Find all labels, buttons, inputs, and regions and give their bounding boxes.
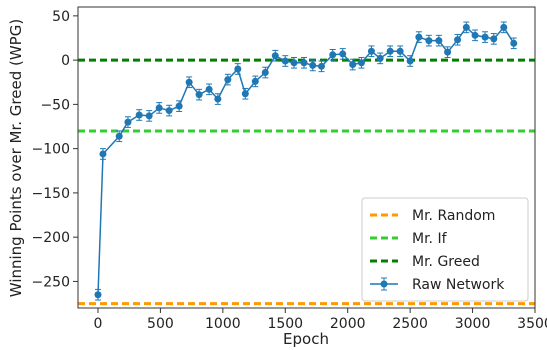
- series-layer: [94, 21, 518, 301]
- x-tick-label: 0: [94, 316, 103, 332]
- legend-label: Mr. Greed: [412, 254, 480, 270]
- data-point: [261, 69, 269, 77]
- y-tick-label: −150: [32, 186, 70, 202]
- data-point: [155, 104, 163, 112]
- x-tick-label: 1000: [205, 316, 241, 332]
- reference-lines: [78, 58, 535, 306]
- legend: Mr. Random Mr. If Mr. Greed Raw Network: [361, 197, 529, 302]
- x-tick-label: 3500: [517, 316, 547, 332]
- x-tick-label: 2000: [330, 316, 366, 332]
- data-point: [396, 47, 404, 55]
- data-point: [94, 291, 102, 299]
- data-point: [135, 111, 143, 119]
- plot-frame: [77, 6, 536, 309]
- y-tick-label: −200: [32, 230, 70, 246]
- legend-label: Mr. Random: [412, 208, 495, 224]
- y-tick-label: −250: [32, 274, 70, 290]
- data-point: [349, 61, 357, 69]
- data-point: [367, 47, 375, 55]
- data-point: [500, 23, 508, 31]
- data-point: [490, 35, 498, 43]
- data-point: [510, 39, 518, 47]
- data-point: [376, 54, 384, 62]
- legend-box: [361, 197, 529, 302]
- data-point: [357, 59, 365, 67]
- data-point: [471, 31, 479, 39]
- data-point: [339, 50, 347, 58]
- data-point: [406, 57, 414, 65]
- data-point: [241, 90, 249, 98]
- data-point: [195, 91, 203, 99]
- data-point: [435, 37, 443, 45]
- data-point: [281, 57, 289, 65]
- x-axis-label: Epoch: [283, 330, 329, 348]
- data-point: [251, 77, 259, 85]
- y-axis: −250 −200 −150 −100 −50 0 50: [32, 9, 78, 290]
- data-point: [415, 33, 423, 41]
- data-point: [115, 132, 123, 140]
- data-point: [175, 102, 183, 110]
- data-point: [185, 78, 193, 86]
- data-point: [317, 62, 325, 70]
- y-tick-label: 0: [61, 53, 70, 69]
- data-point: [99, 150, 107, 158]
- x-tick-label: 1500: [267, 316, 303, 332]
- data-point: [205, 85, 213, 93]
- data-point: [271, 52, 279, 60]
- data-point: [444, 48, 452, 56]
- x-tick-label: 2500: [392, 316, 428, 332]
- data-point: [145, 112, 153, 120]
- data-point: [309, 61, 317, 69]
- y-tick-label: −50: [40, 97, 70, 113]
- data-point: [124, 118, 132, 126]
- legend-label: Raw Network: [412, 277, 505, 293]
- x-tick-label: 500: [147, 316, 174, 332]
- y-tick-label: −100: [32, 142, 70, 158]
- data-point: [300, 59, 308, 67]
- data-point: [481, 33, 489, 41]
- data-point: [386, 47, 394, 55]
- data-point: [454, 36, 462, 44]
- data-point: [224, 76, 232, 84]
- data-point: [234, 65, 242, 73]
- data-point: [165, 107, 173, 115]
- data-point: [425, 37, 433, 45]
- y-axis-label: Winning Points over Mr. Greed (WPG): [7, 19, 25, 297]
- data-point: [329, 51, 337, 59]
- legend-marker: [380, 280, 388, 288]
- data-point: [290, 59, 298, 67]
- data-point: [462, 23, 470, 31]
- x-tick-label: 3000: [455, 316, 491, 332]
- y-tick-label: 50: [52, 9, 70, 25]
- legend-label: Mr. If: [412, 231, 448, 247]
- x-axis: 0 500 1000 1500 2000 2500 3000 3500: [94, 308, 547, 332]
- data-point: [214, 95, 222, 103]
